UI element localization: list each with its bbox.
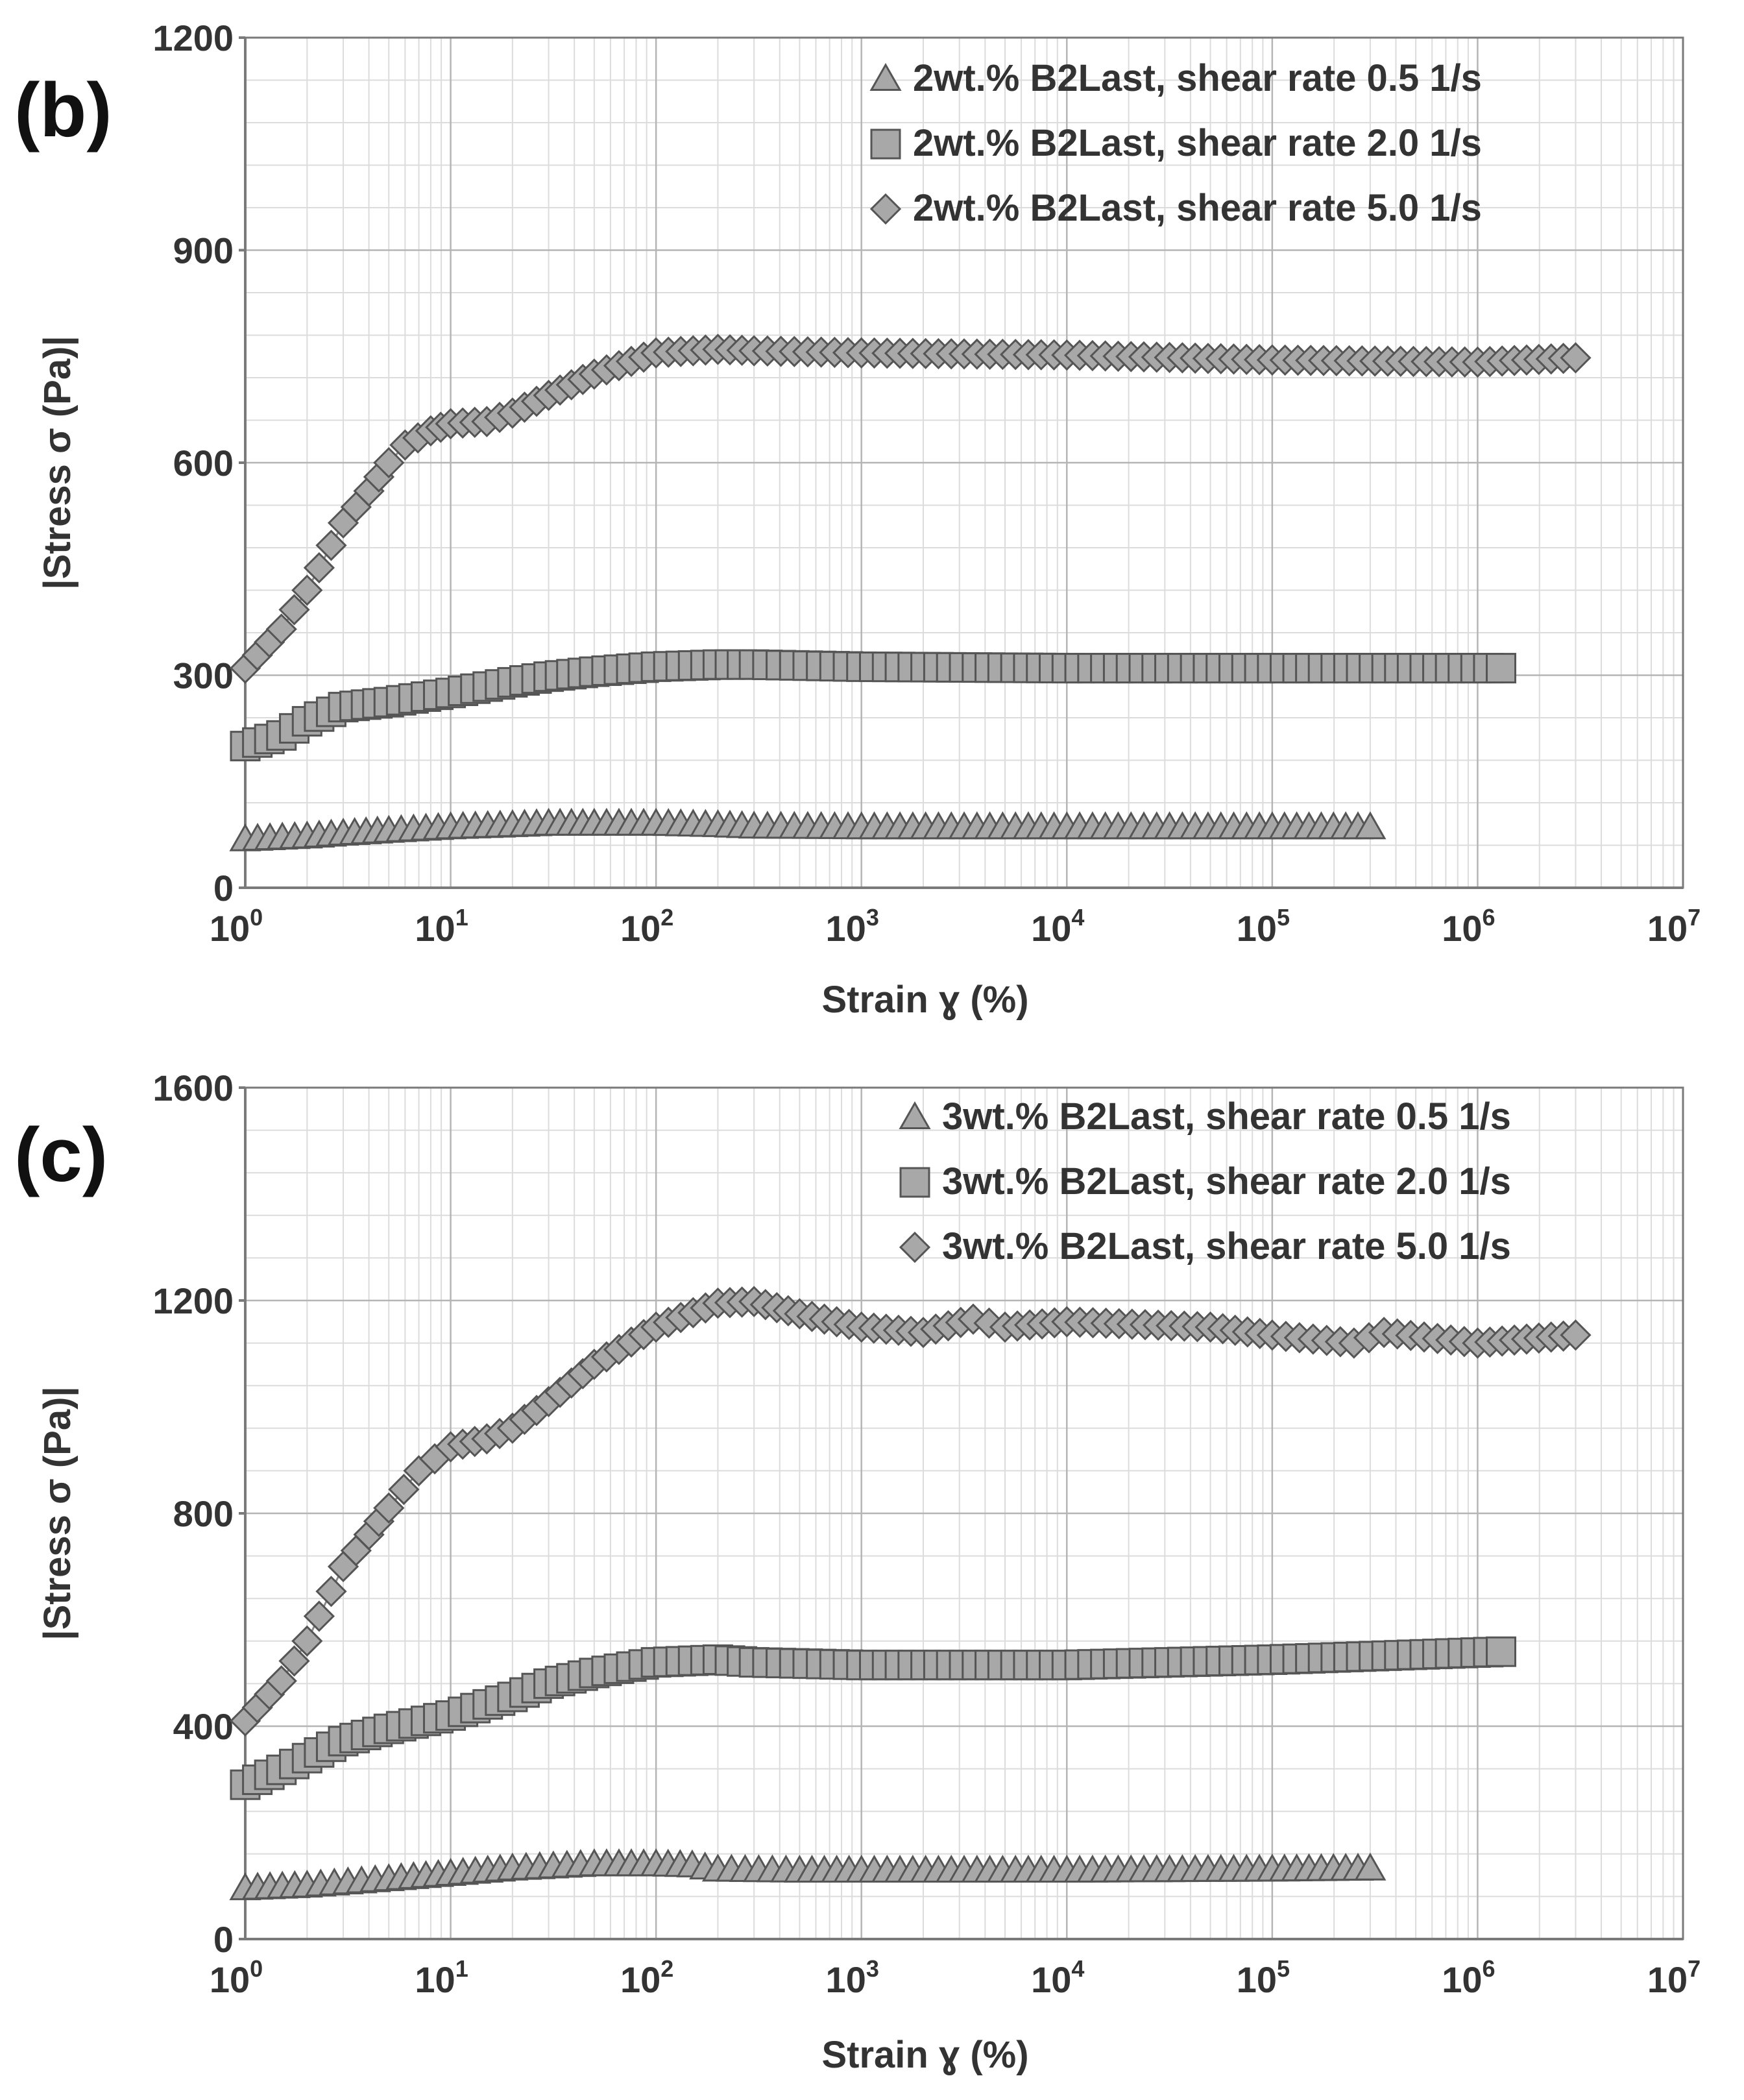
y-tick-label: 900: [173, 230, 234, 271]
legend-label: 3wt.% B2Last, shear rate 5.0 1/s: [942, 1225, 1511, 1267]
x-tick-label: 103: [826, 904, 879, 949]
x-tick-label: 101: [415, 904, 468, 949]
chart-panel-c: 0 400 800 1200 1600 100 101 102 103 104 105 106 107 S…: [0, 1051, 1744, 2100]
data-point-square: [1485, 1636, 1516, 1667]
data-point-diamond: [291, 1625, 323, 1657]
data-point-diamond: [303, 1600, 335, 1632]
legend-marker-square: [899, 1167, 930, 1198]
data-point-diamond: [278, 1645, 310, 1677]
y-tick-label: 1600: [152, 1068, 234, 1108]
data-point-triangle: [1354, 811, 1387, 840]
grid: [245, 1088, 1683, 1939]
chart-panel-b: 0 300 600 900 1200 100 101 102 103 104 105 106 107 St…: [0, 0, 1744, 1032]
y-tick-label: 0: [213, 868, 234, 909]
data-point-triangle: [1354, 1852, 1387, 1881]
x-tick-label: 106: [1442, 1955, 1495, 2000]
y-tick-label: 1200: [152, 1280, 234, 1321]
data-point-diamond: [291, 574, 323, 606]
data-point-diamond: [388, 1473, 420, 1506]
x-tick-label: 105: [1237, 904, 1290, 949]
data-point-diamond: [1560, 1319, 1592, 1351]
y-tick-label: 300: [173, 655, 234, 696]
y-axis-label: |Stress σ (Pa)|: [36, 336, 79, 589]
legend: 3wt.% B2Last, shear rate 0.5 1/s 3wt.% B2…: [899, 1095, 1511, 1267]
series-line: [244, 348, 1576, 669]
data-point-diamond: [278, 594, 310, 626]
legend-marker-diamond: [899, 1231, 931, 1264]
y-tick-label: 1200: [152, 18, 234, 58]
data-point-diamond: [265, 613, 297, 645]
legend-label: 2wt.% B2Last, shear rate 0.5 1/s: [913, 57, 1482, 99]
data-point-diamond: [265, 1665, 297, 1697]
y-axis-label: |Stress σ (Pa)|: [36, 1386, 79, 1640]
legend-marker-diamond: [869, 193, 902, 225]
x-axis-label: Strain ɣ (%): [821, 2034, 1028, 2076]
x-tick-label: 107: [1647, 904, 1701, 949]
data-point-diamond: [315, 1576, 347, 1607]
y-tick-label: 600: [173, 443, 234, 483]
data-point-diamond: [303, 552, 335, 584]
y-tick-label: 0: [213, 1919, 234, 1960]
x-tick-label: 102: [620, 1955, 673, 2000]
data-point-square: [1485, 653, 1516, 684]
x-tick-label: 104: [1031, 904, 1084, 949]
x-tick-label: 105: [1237, 1955, 1290, 2000]
series-triangle: [229, 807, 1387, 851]
grid: [245, 38, 1683, 888]
data-point-diamond: [1560, 342, 1592, 374]
y-tick-label: 800: [173, 1493, 234, 1534]
x-tick-label: 106: [1442, 904, 1495, 949]
legend-label: 3wt.% B2Last, shear rate 0.5 1/s: [942, 1095, 1511, 1138]
y-tick-label: 400: [173, 1706, 234, 1747]
legend-marker-triangle: [899, 1101, 931, 1129]
x-tick-label: 103: [826, 1955, 879, 2000]
series-square: [230, 1636, 1516, 1800]
chart-b-svg: 0 300 600 900 1200 100 101 102 103 104 105 106 107 St…: [14, 18, 1701, 1021]
data-point-diamond: [373, 1492, 405, 1524]
data-point-diamond: [315, 530, 347, 561]
legend-label: 2wt.% B2Last, shear rate 2.0 1/s: [913, 122, 1482, 164]
series-diamond: [229, 334, 1592, 684]
legend: 2wt.% B2Last, shear rate 0.5 1/s 2wt.% B2…: [869, 57, 1482, 229]
series-square: [230, 649, 1516, 762]
x-tick-label: 100: [210, 904, 263, 949]
chart-c-svg: 0 400 800 1200 1600 100 101 102 103 104 105 106 107 S…: [14, 1068, 1701, 2076]
series-triangle: [229, 1848, 1387, 1901]
legend-label: 3wt.% B2Last, shear rate 2.0 1/s: [942, 1160, 1511, 1203]
x-tick-label: 100: [210, 1955, 263, 2000]
panel-label: (c): [14, 1112, 108, 1198]
x-tick-label: 107: [1647, 1955, 1701, 2000]
panel-label: (b): [14, 67, 112, 153]
x-tick-label: 101: [415, 1955, 468, 2000]
data-point-diamond: [373, 446, 405, 479]
x-tick-label: 104: [1031, 1955, 1084, 2000]
series-diamond: [229, 1286, 1592, 1737]
legend-marker-square: [870, 128, 901, 160]
legend-marker-triangle: [869, 62, 902, 91]
x-axis-label: Strain ɣ (%): [821, 979, 1028, 1021]
legend-label: 2wt.% B2Last, shear rate 5.0 1/s: [913, 187, 1482, 229]
x-tick-label: 102: [620, 904, 673, 949]
